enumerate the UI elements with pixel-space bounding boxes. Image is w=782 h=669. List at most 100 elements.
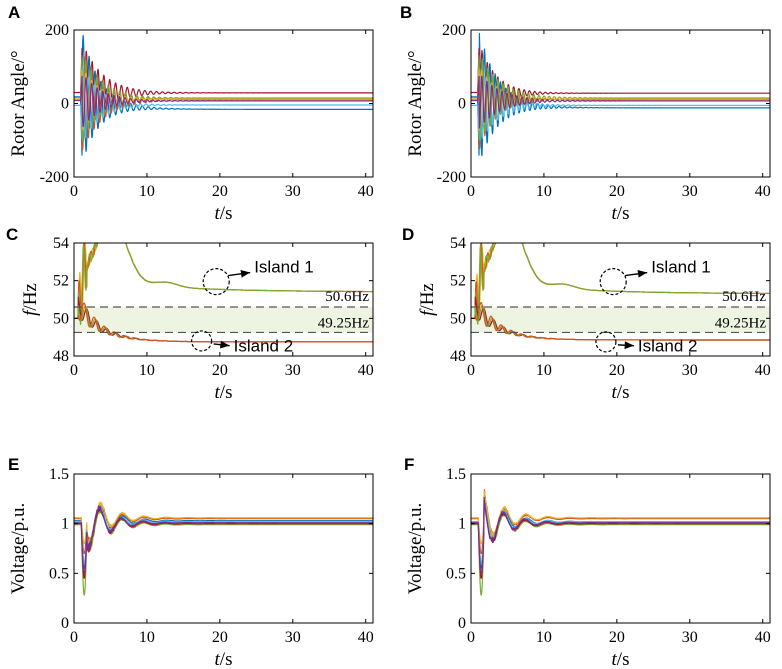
y-tick-label: 0.5: [446, 565, 466, 582]
y-tick-label: 1: [61, 516, 69, 533]
y-tick-label: 0: [458, 615, 466, 632]
plot-area: [74, 243, 373, 343]
series-line-gen-4: [74, 55, 373, 150]
x-tick-label: 40: [358, 362, 374, 379]
axes-box: [470, 473, 771, 624]
island-2-label: Island 2: [638, 337, 698, 356]
series-line-gen-7: [471, 75, 770, 129]
series-line-bus-6: [471, 496, 770, 579]
y-tick-label: 1.5: [446, 466, 466, 483]
series-line-bus-6: [74, 506, 373, 579]
x-axis-label-unit: /s: [220, 649, 233, 669]
band-lower-label: 49.25Hz: [715, 315, 767, 331]
x-axis-label-unit: /s: [220, 203, 233, 224]
chart-panel-f: 0 10 20 30 40 0 0.5 1 1.5 t/s Voltage/p.u. F: [404, 455, 771, 669]
panel-letter: B: [400, 3, 412, 22]
plot-area: [471, 243, 770, 341]
plot-area: [74, 34, 373, 156]
series-line-bus-2: [471, 489, 770, 555]
island-1-arrow-head: [240, 269, 251, 278]
x-axis-label-symbol: t: [612, 649, 618, 669]
x-axis-label-symbol: t: [215, 203, 221, 224]
plot-area: [74, 501, 373, 596]
panel-letter: F: [404, 455, 414, 474]
x-axis-label-symbol: t: [215, 382, 221, 403]
y-tick-label: 0: [61, 615, 69, 632]
panel-letter: E: [8, 455, 19, 474]
x-axis-label: t/s: [215, 203, 233, 224]
x-tick-label: 20: [212, 362, 228, 379]
x-tick-label: 20: [609, 183, 625, 200]
y-tick-label: 52: [53, 273, 69, 290]
y-axis-label: Rotor Angle/°: [405, 50, 426, 156]
x-axis-label-unit: /s: [617, 649, 630, 669]
chart-panel-d: 50.6Hz 49.25Hz Island 1 Island 2 0 10 20 30 40 48…: [402, 225, 771, 403]
panel-letter: A: [8, 3, 20, 22]
x-tick-label: 40: [755, 362, 771, 379]
y-axis-label-symbol: f: [20, 308, 41, 316]
series-line-island-1-c: [471, 243, 770, 325]
plot-area: [471, 489, 770, 596]
island-1-marker: [599, 268, 627, 296]
x-axis-label: t/s: [215, 649, 233, 669]
y-tick-label: 1: [458, 516, 466, 533]
y-axis-label-unit: /Hz: [417, 283, 438, 310]
x-tick-label: 20: [212, 183, 228, 200]
y-axis-label: f/Hz: [20, 283, 41, 316]
series-line-island-1-c: [74, 243, 373, 326]
island-2-arrow-head: [624, 341, 634, 350]
x-tick-label: 0: [467, 183, 475, 200]
island-1-marker: [202, 268, 230, 296]
y-axis-label: f/Hz: [417, 283, 438, 316]
x-axis-label-symbol: t: [612, 203, 618, 224]
y-tick-label: -200: [40, 169, 69, 186]
axes-box: [73, 242, 374, 357]
series-line-bus-3: [74, 501, 373, 545]
island-2-label: Island 2: [234, 337, 294, 356]
series-line-bus-3: [471, 490, 770, 545]
y-tick-label: 0: [61, 96, 69, 113]
chart-panel-c: 50.6Hz 49.25Hz Island 1 Island 2 0 10 20 30 40 48…: [6, 225, 374, 403]
x-tick-label: 30: [682, 629, 698, 646]
x-tick-label: 10: [536, 629, 552, 646]
series-line-bus-5: [74, 505, 373, 564]
panel-letter: C: [6, 225, 18, 244]
x-tick-label: 0: [70, 362, 78, 379]
y-axis-label: Voltage/p.u.: [8, 503, 29, 594]
x-tick-label: 40: [358, 629, 374, 646]
axes-box: [470, 242, 771, 357]
x-tick-label: 40: [755, 183, 771, 200]
x-axis-label: t/s: [612, 649, 630, 669]
y-tick-label: 54: [53, 235, 69, 252]
x-tick-label: 10: [139, 629, 155, 646]
y-tick-label: 200: [45, 22, 69, 39]
y-tick-label: 48: [53, 348, 69, 365]
x-tick-label: 20: [609, 362, 625, 379]
x-tick-label: 10: [139, 362, 155, 379]
x-tick-label: 30: [682, 183, 698, 200]
y-tick-label: 200: [442, 22, 466, 39]
y-axis-label-unit: /Hz: [20, 283, 41, 310]
x-axis-label: t/s: [612, 382, 630, 403]
x-tick-label: 10: [139, 183, 155, 200]
series-line-bus-1: [74, 505, 373, 569]
x-tick-label: 10: [536, 362, 552, 379]
frequency-band: [471, 307, 770, 333]
axes-box: [73, 473, 374, 624]
island-2-arrow-head: [220, 340, 230, 349]
series-line-gen-7: [74, 75, 373, 128]
x-tick-label: 30: [285, 183, 301, 200]
band-lower-label: 49.25Hz: [318, 315, 370, 331]
x-tick-label: 10: [536, 183, 552, 200]
series-line-bus-4: [471, 502, 770, 596]
island-1-label: Island 1: [651, 258, 711, 277]
x-tick-label: 0: [467, 362, 475, 379]
y-tick-label: 52: [450, 273, 466, 290]
x-tick-label: 0: [467, 629, 475, 646]
series-line-bus-2: [74, 503, 373, 555]
y-tick-label: 50: [53, 310, 69, 327]
y-tick-label: 1.5: [49, 466, 69, 483]
x-tick-label: 20: [609, 629, 625, 646]
